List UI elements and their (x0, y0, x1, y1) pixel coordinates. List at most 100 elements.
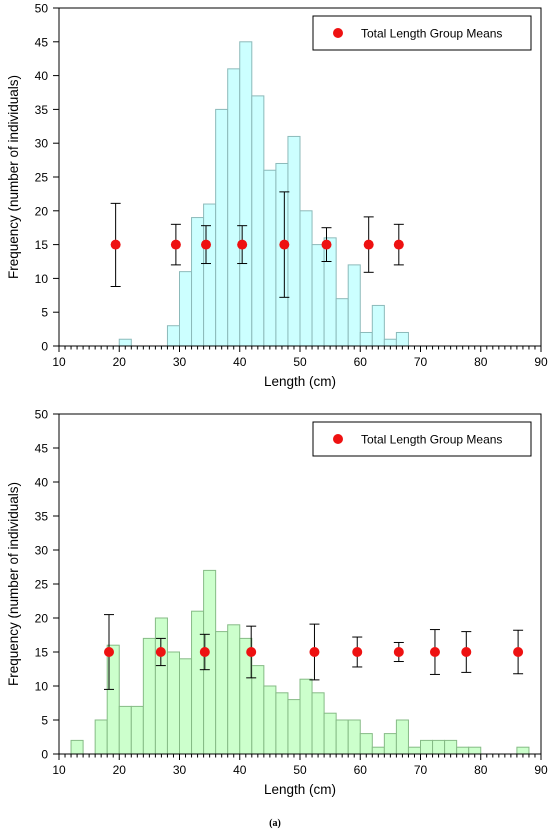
x-axis: 10 20 30 40 50 60 70 80 90 Length (cm) (52, 754, 548, 797)
mean-marker (237, 239, 248, 250)
x-tick-label: 70 (414, 355, 428, 369)
histogram-bars (118, 41, 409, 347)
histogram-bar (516, 746, 530, 755)
histogram-bar (94, 719, 108, 755)
histogram-bar (215, 108, 229, 347)
histogram-bar (166, 325, 180, 347)
legend-label: Total Length Group Means (361, 27, 502, 41)
y-tick-label: 50 (35, 2, 49, 16)
histogram-bar (227, 624, 241, 755)
legend-box (312, 15, 532, 51)
y-tick-label: 0 (41, 340, 48, 354)
y-tick-label: 40 (35, 69, 49, 83)
y-tick-label: 20 (35, 204, 49, 218)
histogram-bar (191, 610, 205, 755)
histogram-bars (70, 569, 530, 755)
panel-label: (a) (269, 818, 281, 829)
histogram-bar (142, 637, 156, 755)
x-tick-label: 20 (113, 355, 127, 369)
legend-box (312, 421, 532, 457)
x-tick-label: 60 (354, 763, 368, 777)
mean-marker (321, 239, 332, 250)
mean-marker (199, 647, 210, 657)
histogram-bar (371, 746, 385, 755)
histogram-bar (383, 338, 397, 347)
y-tick-label: 10 (35, 272, 49, 286)
histogram-bar (179, 271, 193, 347)
histogram-bar (444, 739, 458, 755)
x-tick-label: 70 (414, 763, 428, 777)
histogram-bar (371, 304, 385, 347)
histogram-bar (275, 692, 289, 755)
histogram-bar (323, 712, 337, 755)
histogram-bar (251, 665, 265, 755)
histogram-bar (118, 705, 132, 755)
histogram-bar (468, 746, 482, 755)
x-tick-label: 30 (173, 355, 187, 369)
legend-marker (333, 434, 343, 444)
histogram-bar (275, 162, 289, 347)
legend: Total Length Group Means (312, 15, 532, 51)
mean-marker (170, 239, 181, 250)
x-tick-label: 10 (52, 355, 66, 369)
histogram-bar (191, 217, 205, 347)
histogram-bar (287, 699, 301, 755)
y-tick-label: 5 (41, 714, 48, 728)
histogram-bar (299, 210, 313, 347)
x-tick-label: 50 (293, 355, 307, 369)
y-axis: 0 5 10 15 20 25 30 35 40 45 50 Frequency (number of… (6, 2, 59, 354)
y-tick-label: 45 (35, 35, 49, 49)
histogram-bar (359, 733, 373, 755)
histogram-bar (263, 685, 277, 755)
histogram-bar (383, 733, 397, 755)
histogram-bar (335, 719, 349, 755)
y-tick-label: 30 (35, 137, 49, 151)
y-axis-label: Frequency (number of individuals) (6, 482, 21, 686)
mean-marker (104, 647, 115, 657)
y-tick-label: 15 (35, 646, 49, 660)
histogram-bar (251, 95, 265, 347)
histogram-bar (215, 631, 229, 755)
y-tick-label: 35 (35, 103, 49, 117)
histogram-bar (420, 739, 434, 755)
mean-marker (309, 647, 320, 657)
histogram-bar (179, 658, 193, 755)
mean-marker (461, 647, 472, 657)
histogram-bar (263, 169, 277, 347)
x-tick-label: 20 (113, 763, 127, 777)
y-tick-label: 0 (41, 748, 48, 762)
group-means (110, 191, 404, 298)
x-tick-label: 30 (173, 763, 187, 777)
histogram-bar (299, 678, 313, 755)
mean-marker (513, 647, 524, 657)
x-tick-label: 90 (534, 355, 548, 369)
y-tick-label: 20 (35, 612, 49, 626)
histogram-bar (311, 692, 325, 755)
y-tick-label: 10 (35, 680, 49, 694)
histogram-bar (456, 746, 470, 755)
y-tick-label: 35 (35, 510, 49, 524)
histogram-bar (130, 705, 144, 755)
y-axis-label: Frequency (number of individuals) (6, 75, 21, 279)
y-tick-label: 25 (35, 171, 49, 185)
histogram-bar (70, 739, 84, 755)
chart-1: 10 20 30 40 50 60 70 80 90 Length (cm) 0 5 10 15 20 25 3… (6, 2, 548, 390)
y-tick-label: 5 (41, 306, 48, 320)
mean-marker (279, 239, 290, 250)
histogram-bar (118, 338, 132, 347)
mean-marker (393, 647, 404, 657)
y-tick-label: 45 (35, 442, 49, 456)
mean-marker (352, 647, 363, 657)
histogram-bar (287, 135, 301, 347)
legend: Total Length Group Means (312, 421, 532, 457)
histogram-bar (432, 739, 446, 755)
histogram-bar (335, 298, 349, 347)
x-tick-label: 80 (474, 763, 488, 777)
y-tick-label: 30 (35, 544, 49, 558)
histogram-bar (227, 68, 241, 347)
y-tick-label: 40 (35, 476, 49, 490)
x-tick-label: 50 (293, 763, 307, 777)
x-tick-label: 40 (233, 763, 247, 777)
y-axis: 0 5 10 15 20 25 30 35 40 45 50 Frequency (number of… (6, 408, 59, 762)
